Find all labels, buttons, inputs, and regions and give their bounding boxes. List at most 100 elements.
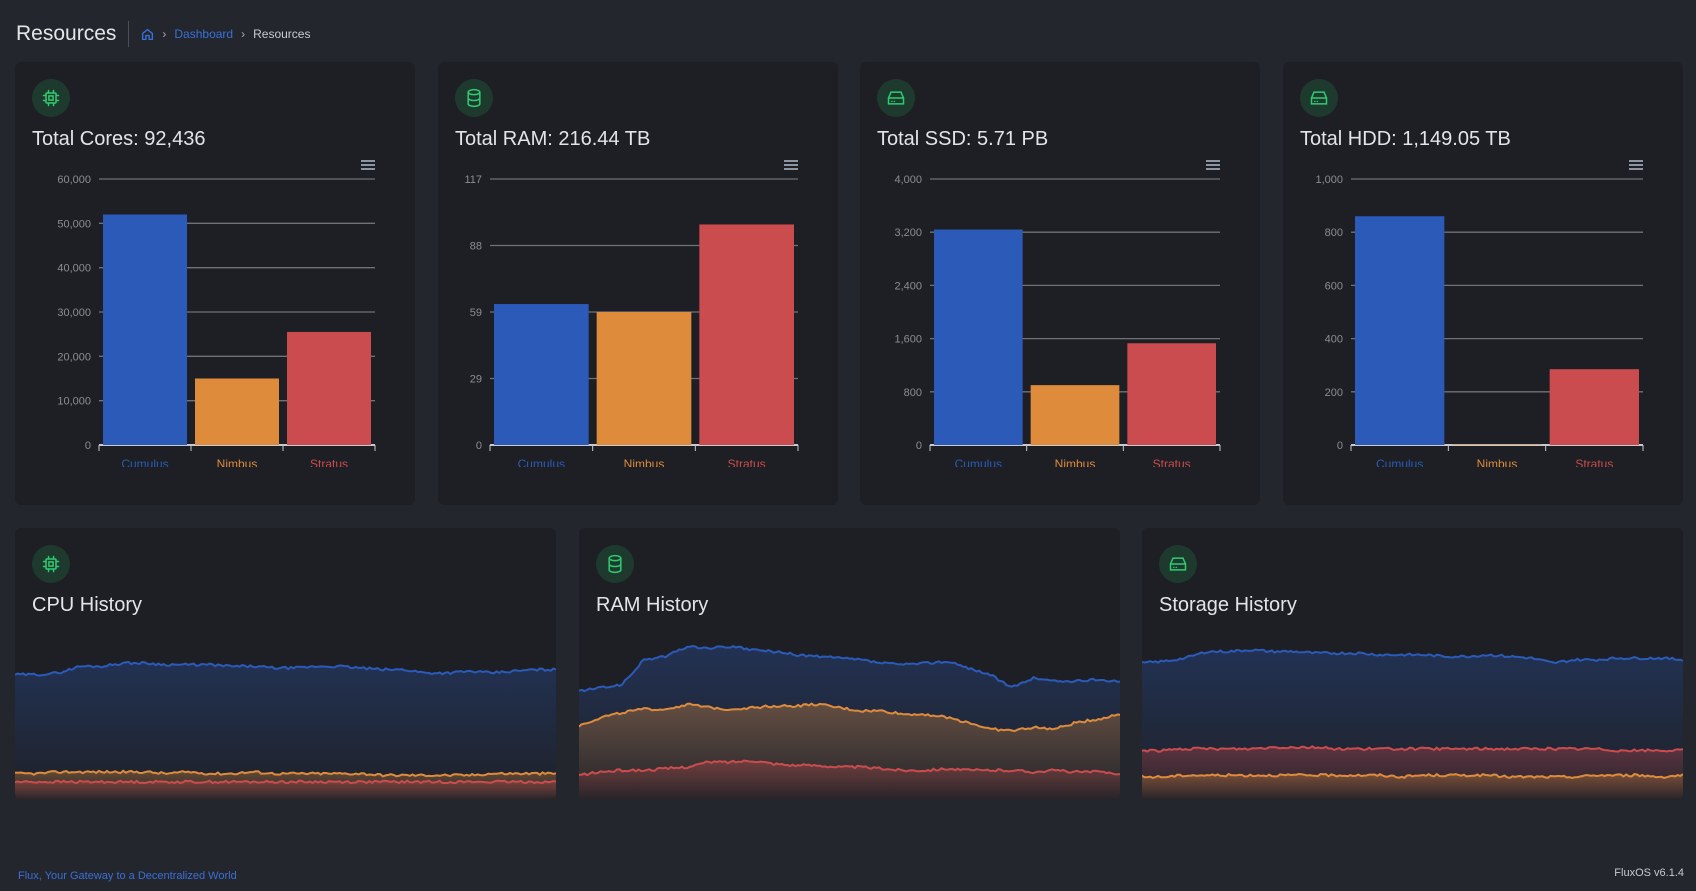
card-title: Total SSD: 5.71 PB <box>877 128 1049 150</box>
bar-cumulus[interactable] <box>103 214 187 445</box>
bar-chart: 0 200 400 600 800 1,000 Cumulus Nimbus Stratus <box>1315 174 1644 467</box>
icon-badge <box>455 79 493 117</box>
chart-menu-icon[interactable] <box>784 160 798 170</box>
x-category-label: Stratus <box>310 457 348 467</box>
series-line[interactable] <box>1142 648 1683 665</box>
footer-version: FluxOS v6.1.4 <box>1614 867 1684 879</box>
drive-icon <box>1169 557 1187 571</box>
x-category-label: Nimbus <box>217 457 258 467</box>
card-title: Storage History <box>1159 594 1297 616</box>
bar-cumulus[interactable] <box>934 229 1023 445</box>
series-area <box>1142 774 1683 800</box>
y-tick-label: 30,000 <box>57 307 91 319</box>
area-chart <box>15 660 556 800</box>
home-icon[interactable] <box>141 28 154 41</box>
bar-stratus[interactable] <box>699 224 794 445</box>
chart-menu-icon[interactable] <box>361 160 375 170</box>
bar-stratus[interactable] <box>287 331 371 445</box>
bar-nimbus[interactable] <box>596 312 692 445</box>
bar-nimbus[interactable] <box>195 378 279 446</box>
x-category-label: Cumulus <box>518 457 565 467</box>
y-tick-label: 600 <box>1325 280 1343 292</box>
database-icon <box>467 88 481 108</box>
card-title: Total RAM: 216.44 TB <box>455 128 651 150</box>
y-tick-label: 4,000 <box>894 174 922 186</box>
area-chart <box>579 644 1120 800</box>
series-line[interactable] <box>579 644 1120 693</box>
series-line[interactable] <box>15 660 556 677</box>
resource-card-1: Total RAM: 216.44 TB 0 29 59 88 117 Cumulus Nim… <box>438 62 838 505</box>
y-tick-label: 0 <box>916 440 922 452</box>
y-tick-label: 10,000 <box>57 396 91 408</box>
icon-badge <box>32 79 70 117</box>
resource-card-2: Total SSD: 5.71 PB 0 800 1,600 2,400 3,200 4,0… <box>860 62 1260 505</box>
x-category-label: Cumulus <box>1376 457 1423 467</box>
card-title: Total Cores: 92,436 <box>32 128 206 150</box>
y-tick-label: 400 <box>1325 334 1343 346</box>
chart-menu-icon[interactable] <box>1206 160 1220 170</box>
y-tick-label: 2,400 <box>894 280 922 292</box>
series-line[interactable] <box>15 769 556 778</box>
chevron-right-icon: › <box>241 27 246 41</box>
x-category-label: Nimbus <box>1477 457 1518 467</box>
bar-nimbus[interactable] <box>1030 385 1120 445</box>
y-tick-label: 1,000 <box>1315 174 1343 186</box>
y-tick-label: 88 <box>470 241 482 253</box>
x-category-label: Cumulus <box>121 457 168 467</box>
footer-tagline[interactable]: Flux, Your Gateway to a Decentralized Wo… <box>18 870 237 882</box>
bar-cumulus[interactable] <box>494 304 589 445</box>
x-category-label: Stratus <box>1575 457 1613 467</box>
database-icon <box>608 554 622 574</box>
cpu-icon <box>42 89 60 107</box>
icon-badge <box>596 545 634 583</box>
y-tick-label: 60,000 <box>57 174 91 186</box>
y-tick-label: 59 <box>470 307 482 319</box>
y-tick-label: 800 <box>904 387 922 399</box>
bar-cumulus[interactable] <box>1355 216 1445 445</box>
y-tick-label: 200 <box>1325 387 1343 399</box>
icon-badge <box>32 545 70 583</box>
x-category-label: Nimbus <box>624 457 665 467</box>
bar-stratus[interactable] <box>1549 369 1639 445</box>
y-tick-label: 29 <box>470 374 482 386</box>
y-tick-label: 3,200 <box>894 227 922 239</box>
bar-chart: 0 800 1,600 2,400 3,200 4,000 Cumulus Nimbus Str… <box>894 174 1221 467</box>
history-card-6: Storage History <box>1142 528 1683 800</box>
page-title: Resources <box>16 21 130 47</box>
bar-stratus[interactable] <box>1127 343 1216 445</box>
icon-badge <box>877 79 915 117</box>
y-tick-label: 0 <box>1337 440 1343 452</box>
bar-nimbus[interactable] <box>1452 444 1542 445</box>
resource-card-3: Total HDD: 1,149.05 TB 0 200 400 600 800 1,000… <box>1283 62 1683 505</box>
x-category-label: Stratus <box>728 457 766 467</box>
y-tick-label: 50,000 <box>57 218 91 230</box>
chevron-right-icon: › <box>162 27 167 41</box>
history-card-4: CPU History <box>15 528 556 800</box>
area-chart <box>1142 648 1683 800</box>
cpu-icon <box>42 555 60 573</box>
x-category-label: Cumulus <box>955 457 1002 467</box>
y-tick-label: 0 <box>85 440 91 452</box>
chart-menu-icon[interactable] <box>1629 160 1643 170</box>
x-category-label: Stratus <box>1153 457 1191 467</box>
series-line[interactable] <box>1142 772 1683 780</box>
series-line[interactable] <box>579 759 1120 777</box>
bar-chart: 0 29 59 88 117 Cumulus Nimbus Stratus <box>464 174 799 467</box>
y-tick-label: 1,600 <box>894 334 922 346</box>
series-line[interactable] <box>15 779 556 785</box>
icon-badge <box>1159 545 1197 583</box>
breadcrumb-current: Resources <box>253 27 311 41</box>
series-area <box>15 661 556 800</box>
y-tick-label: 40,000 <box>57 263 91 275</box>
breadcrumb: › Dashboard › Resources <box>141 27 310 41</box>
icon-badge <box>1300 79 1338 117</box>
y-tick-label: 800 <box>1325 227 1343 239</box>
x-category-label: Nimbus <box>1055 457 1096 467</box>
drive-icon <box>1310 91 1328 105</box>
series-line[interactable] <box>579 702 1120 733</box>
history-card-5: RAM History <box>579 528 1120 800</box>
card-title: CPU History <box>32 594 143 616</box>
drive-icon <box>887 91 905 105</box>
breadcrumb-dashboard[interactable]: Dashboard <box>174 27 234 41</box>
series-line[interactable] <box>1142 745 1683 753</box>
